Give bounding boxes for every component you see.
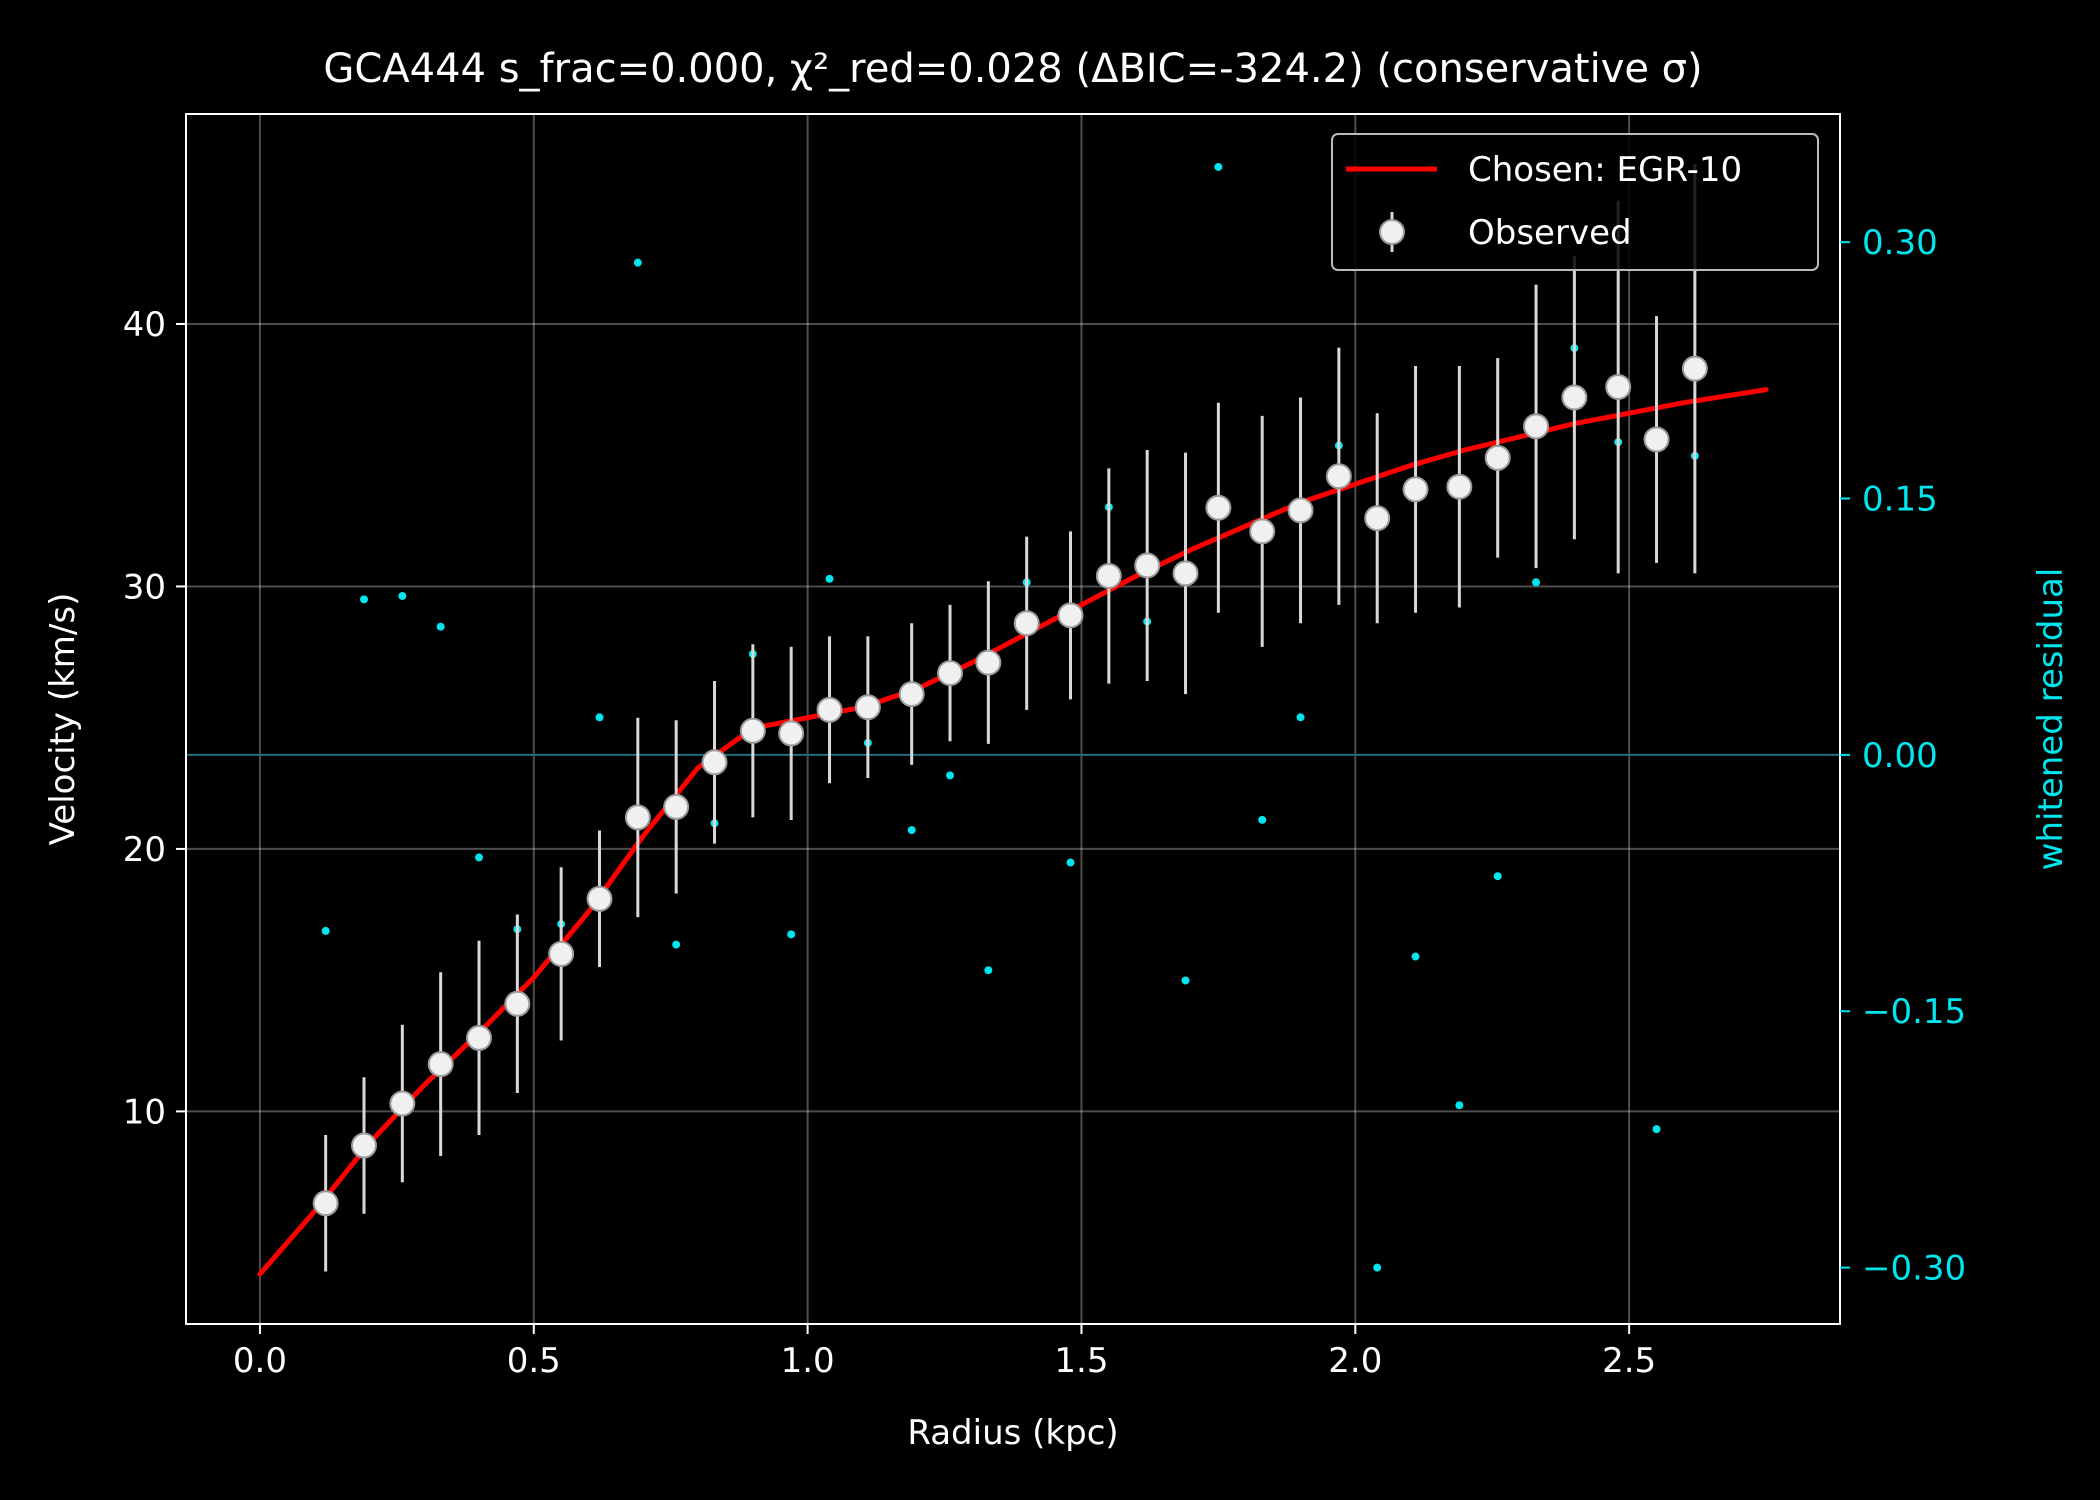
legend-fit-label: Chosen: EGR-10 (1468, 150, 1742, 190)
residual-point (825, 574, 834, 583)
residual-point (672, 940, 681, 949)
observed-point (1446, 473, 1473, 500)
observed-point (312, 1190, 339, 1217)
residual-point (359, 595, 368, 604)
observed-point (1605, 373, 1632, 400)
residual-point (398, 591, 407, 600)
y-tick-label: 40 (123, 305, 166, 345)
observed-point (1134, 552, 1161, 579)
y2-tick-label: −0.30 (1862, 1249, 1966, 1289)
residual-point (1258, 815, 1267, 824)
y2-tick-label: 0.15 (1862, 480, 1938, 520)
observed-point (854, 694, 881, 721)
observed-point (389, 1090, 416, 1117)
observed-point (1643, 426, 1670, 453)
observed-point (1325, 463, 1352, 490)
y-axis-label: Velocity (km/s) (43, 593, 83, 846)
observed-point (350, 1132, 377, 1159)
observed-point (778, 720, 805, 747)
residual-point (1296, 713, 1305, 722)
residual-point (633, 258, 642, 267)
observed-point (624, 804, 651, 831)
observed-point (816, 696, 843, 723)
residual-point (787, 930, 796, 939)
y-tick-label: 30 (123, 567, 166, 607)
observed-point (586, 885, 613, 912)
observed-point (663, 793, 690, 820)
y-tick-label: 20 (123, 830, 166, 870)
y-axis-ticks: 10 20 30 40 (123, 305, 186, 1132)
y2-axis-label: whitened residual (2031, 568, 2071, 871)
residual-points (321, 162, 1699, 1272)
observed-point (739, 717, 766, 744)
x-tick-label: 0.5 (507, 1341, 561, 1381)
residual-point (1214, 162, 1223, 171)
residual-point (984, 966, 993, 975)
observed-point (1523, 413, 1550, 440)
y2-axis-ticks: 0.30 0.15 0.00 −0.15 −0.30 (1840, 223, 1966, 1289)
observed-point (466, 1024, 493, 1051)
observed-point (1402, 476, 1429, 503)
observed-point (1287, 497, 1314, 524)
observed-point (898, 681, 925, 708)
plot-frame (185, 113, 1841, 1325)
residual-point (1373, 1263, 1382, 1272)
x-axis-ticks: 0.0 0.5 1.0 1.5 2.0 2.5 (233, 1324, 1656, 1381)
observed-point (1172, 560, 1199, 587)
residual-point (907, 826, 916, 835)
x-tick-label: 2.0 (1328, 1341, 1382, 1381)
observed-point (701, 749, 728, 776)
x-tick-label: 0.0 (233, 1341, 287, 1381)
observed-point (1681, 355, 1708, 382)
observed-point (975, 649, 1002, 676)
x-tick-label: 1.0 (781, 1341, 835, 1381)
observed-markers (312, 355, 1708, 1217)
observed-point (427, 1051, 454, 1078)
x-tick-label: 1.5 (1054, 1341, 1108, 1381)
observed-point (548, 940, 575, 967)
observed-point (1249, 518, 1276, 545)
y2-tick-label: −0.15 (1862, 992, 1966, 1032)
y2-tick-label: 0.00 (1862, 736, 1938, 776)
residual-point (1652, 1125, 1661, 1134)
observed-point (937, 660, 964, 687)
observed-point (1205, 494, 1232, 521)
chart-title: GCA444 s_frac=0.000, χ²_red=0.028 (ΔBIC=… (323, 46, 1702, 92)
observed-point (1561, 384, 1588, 411)
observed-point (1013, 610, 1040, 637)
legend-observed-marker-swatch (1379, 219, 1405, 245)
x-axis-label: Radius (kpc) (907, 1413, 1118, 1453)
residual-point (436, 622, 445, 631)
legend-observed-label: Observed (1468, 213, 1632, 253)
observed-point (1057, 602, 1084, 629)
residual-point (321, 926, 330, 935)
y-tick-label: 10 (123, 1092, 166, 1132)
observed-point (1095, 562, 1122, 589)
residual-point (475, 853, 484, 862)
x-tick-label: 2.5 (1602, 1341, 1656, 1381)
observed-point (1364, 505, 1391, 532)
residual-point (1493, 872, 1502, 881)
observed-point (504, 990, 531, 1017)
residual-point (946, 771, 955, 780)
legend-box (1331, 133, 1819, 271)
residual-point (1411, 952, 1420, 961)
residual-point (1066, 858, 1075, 867)
observed-point (1484, 444, 1511, 471)
residual-point (595, 713, 604, 722)
residual-point (1181, 976, 1190, 985)
y2-tick-label: 0.30 (1862, 223, 1938, 263)
residual-point (1455, 1101, 1464, 1110)
legend: Chosen: EGR-10 Observed (1331, 133, 1819, 271)
residual-point (1532, 578, 1541, 587)
